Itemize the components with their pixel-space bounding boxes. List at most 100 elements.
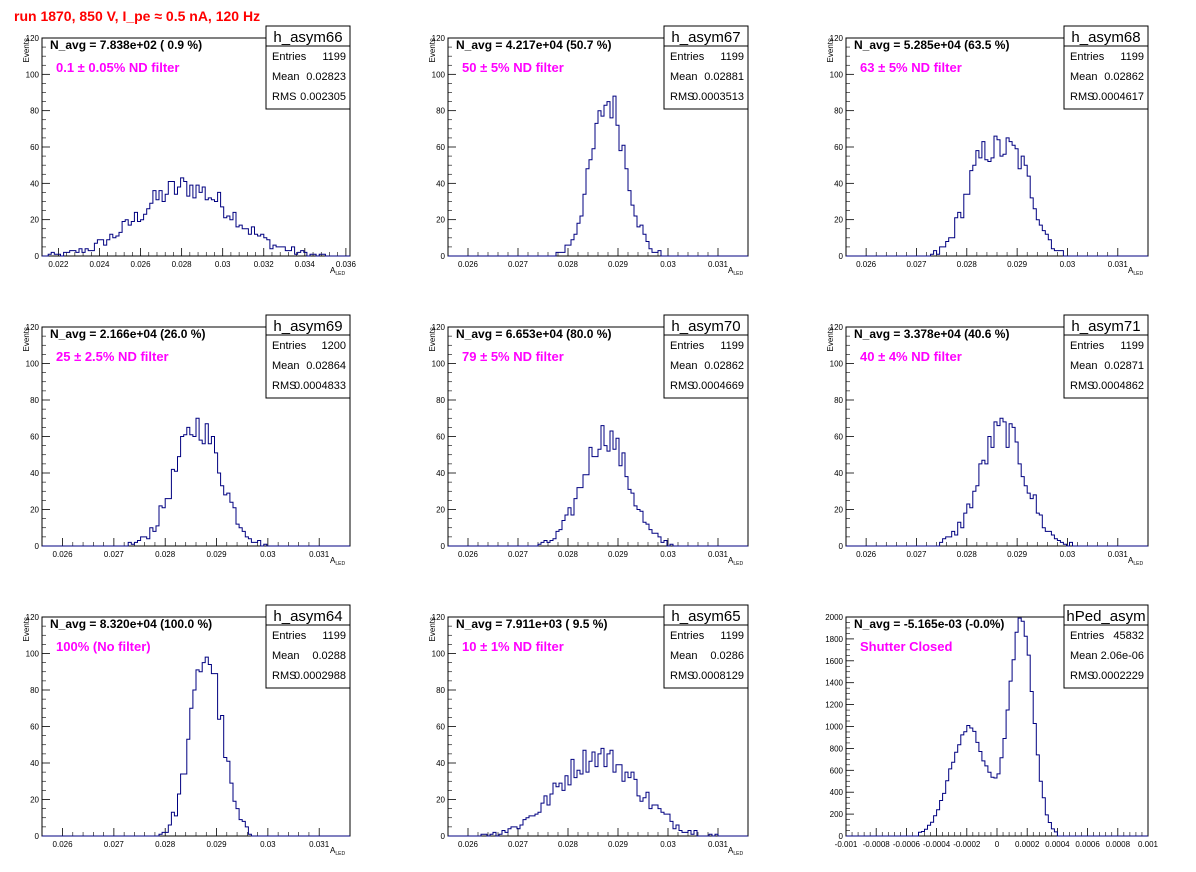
x-tick-label: 0.026 xyxy=(856,550,877,559)
navg-label: N_avg = 4.217e+04 (50.7 %) xyxy=(456,38,611,52)
x-tick-label: 0.03 xyxy=(260,840,276,849)
x-tick-label: 0.024 xyxy=(89,260,110,269)
y-tick-label: 20 xyxy=(30,796,39,805)
stats-value: 0.0003513 xyxy=(692,91,744,103)
histogram-name: h_asym65 xyxy=(671,608,740,625)
stats-value: 0.02862 xyxy=(1104,71,1144,83)
histogram-series xyxy=(42,417,350,547)
y-axis-label: Events xyxy=(826,327,835,351)
y-tick-label: 40 xyxy=(30,759,39,768)
x-tick-label: 0.031 xyxy=(708,260,729,269)
stats-value: 0.0008129 xyxy=(692,670,744,682)
stats-box xyxy=(1063,334,1149,399)
histogram-name: h_asym68 xyxy=(1071,29,1140,46)
y-tick-label: 20 xyxy=(436,796,445,805)
y-tick-label: 0 xyxy=(441,832,446,841)
x-tick-label: 0.028 xyxy=(155,550,176,559)
filter-note: Shutter Closed xyxy=(860,639,953,654)
y-tick-label: 40 xyxy=(436,469,445,478)
y-tick-label: 100 xyxy=(432,650,446,659)
stats-label: RMS xyxy=(1070,380,1094,392)
stats-label: Entries xyxy=(670,630,705,642)
stats-label: Mean xyxy=(272,360,300,372)
stats-value: 0.02862 xyxy=(704,360,744,372)
stats-value: 1199 xyxy=(322,630,346,642)
stats-label: Mean xyxy=(670,71,698,83)
histogram-name: h_asym69 xyxy=(273,318,342,335)
x-tick-label: 0.027 xyxy=(104,840,125,849)
stats-value: 1199 xyxy=(322,51,346,63)
x-tick-label: 0.03 xyxy=(660,840,676,849)
stats-label: RMS xyxy=(272,91,296,103)
x-tick-label: 0.03 xyxy=(215,260,231,269)
histogram-series xyxy=(448,747,748,837)
x-tick-label: 0.032 xyxy=(254,260,275,269)
histogram-series xyxy=(42,656,350,837)
filter-note: 10 ± 1% ND filter xyxy=(462,639,564,654)
y-tick-label: 0 xyxy=(441,252,446,261)
y-axis-label: Events xyxy=(22,38,31,62)
histogram-name: h_asym71 xyxy=(1071,318,1140,335)
x-tick-label: 0.028 xyxy=(172,260,193,269)
y-tick-label: 120 xyxy=(432,613,446,622)
x-tick-label: 0.031 xyxy=(1108,550,1129,559)
x-tick-label: 0.031 xyxy=(309,840,330,849)
x-tick-label: -0.001 xyxy=(835,840,858,849)
stats-value: 0.0004669 xyxy=(692,380,744,392)
stats-value: 0.0004862 xyxy=(1092,380,1144,392)
stats-label: Mean xyxy=(1070,360,1098,372)
y-tick-label: 0 xyxy=(839,252,844,261)
run-title: run 1870, 850 V, I_pe ≈ 0.5 nA, 120 Hz xyxy=(14,8,261,24)
stats-label: RMS xyxy=(670,670,694,682)
stats-label: Mean xyxy=(1070,650,1098,662)
x-axis-label: ALED xyxy=(728,556,743,567)
y-tick-label: 0 xyxy=(35,832,40,841)
x-tick-label: 0.028 xyxy=(957,260,978,269)
stats-value: 0.0004617 xyxy=(1092,91,1144,103)
filter-note: 25 ± 2.5% ND filter xyxy=(56,349,169,364)
x-tick-label: 0.03 xyxy=(260,550,276,559)
y-tick-label: 120 xyxy=(26,323,40,332)
x-tick-label: 0.0002 xyxy=(1015,840,1040,849)
histogram-name: h_asym64 xyxy=(273,608,342,625)
y-tick-label: 80 xyxy=(436,686,445,695)
filter-note: 50 ± 5% ND filter xyxy=(462,60,564,75)
y-axis-label: Events xyxy=(428,617,437,641)
y-tick-label: 120 xyxy=(432,34,446,43)
histogram-name: h_asym67 xyxy=(671,29,740,46)
y-axis-label: Events xyxy=(826,38,835,62)
y-axis-label: Events xyxy=(22,617,31,641)
y-tick-label: 80 xyxy=(436,396,445,405)
x-tick-label: 0.031 xyxy=(708,840,729,849)
x-tick-label: 0.028 xyxy=(558,550,579,559)
x-tick-label: 0.029 xyxy=(608,550,629,559)
x-tick-label: -0.0006 xyxy=(893,840,921,849)
y-tick-label: 40 xyxy=(436,179,445,188)
x-tick-label: 0.028 xyxy=(957,550,978,559)
y-axis-label: Events xyxy=(428,327,437,351)
y-tick-label: 40 xyxy=(834,179,843,188)
x-axis-label: ALED xyxy=(330,266,345,277)
y-tick-label: 80 xyxy=(834,396,843,405)
x-tick-label: 0.001 xyxy=(1138,840,1159,849)
y-tick-label: 60 xyxy=(436,433,445,442)
stats-value: 2.06e-06 xyxy=(1101,650,1144,662)
stats-label: Entries xyxy=(1070,51,1105,63)
y-axis-label: Events xyxy=(22,327,31,351)
stats-value: 1199 xyxy=(1120,340,1144,352)
stats-value: 45832 xyxy=(1113,630,1144,642)
x-tick-label: 0.028 xyxy=(558,260,579,269)
y-tick-label: 1000 xyxy=(825,723,843,732)
stats-value: 1199 xyxy=(720,630,744,642)
histogram-name: h_asym66 xyxy=(273,29,342,46)
x-tick-label: 0.0006 xyxy=(1075,840,1100,849)
x-tick-label: 0.029 xyxy=(207,550,228,559)
y-tick-label: 1200 xyxy=(825,701,843,710)
x-tick-label: 0.029 xyxy=(1007,550,1028,559)
y-tick-label: 100 xyxy=(26,360,40,369)
histogram-series xyxy=(448,425,748,547)
x-tick-label: -0.0002 xyxy=(953,840,981,849)
y-tick-label: 60 xyxy=(30,723,39,732)
y-tick-label: 20 xyxy=(834,216,843,225)
y-tick-label: 40 xyxy=(30,469,39,478)
